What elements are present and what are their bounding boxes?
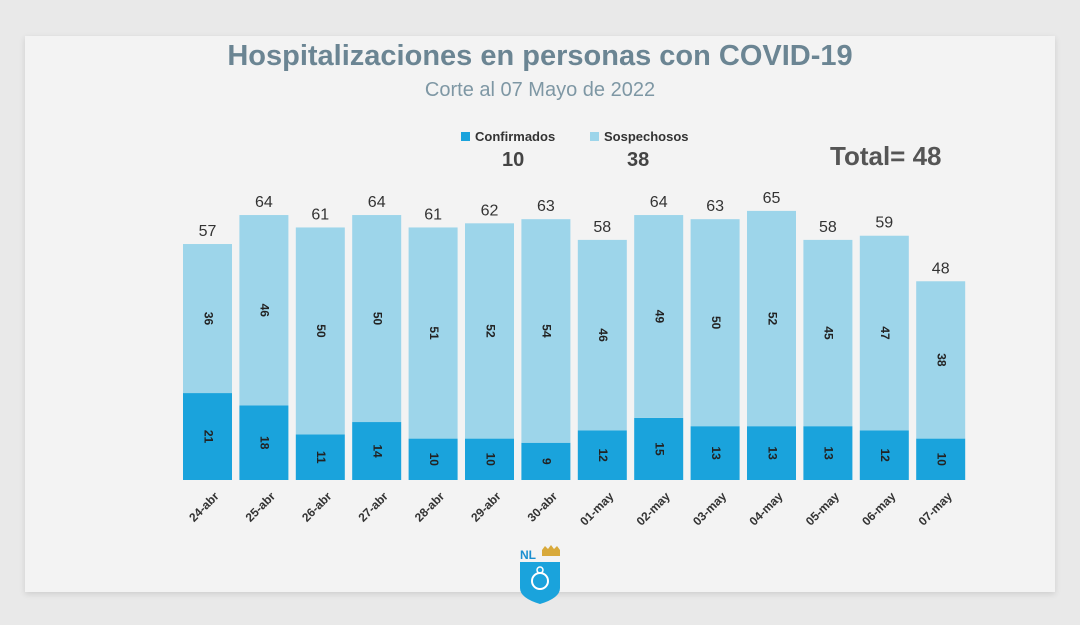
total-label: 64	[255, 194, 273, 211]
data-label: 52	[765, 312, 779, 326]
data-label: 36	[201, 312, 215, 326]
bar-confirmados	[183, 393, 232, 480]
data-label: 13	[822, 446, 836, 460]
bar-sospechosos	[239, 215, 289, 406]
total-label: 64	[650, 194, 668, 211]
bar-sospechosos	[747, 210, 796, 427]
total-label: 62	[481, 202, 499, 219]
data-label: 51	[427, 326, 441, 340]
x-tick-label: 25-abr	[243, 489, 279, 525]
bar-confirmados	[352, 422, 402, 480]
x-tick-label: 30-abr	[525, 489, 561, 525]
svg-text:NL: NL	[520, 548, 536, 562]
bar-sospechosos	[352, 215, 402, 423]
bar-confirmados	[521, 442, 571, 480]
x-tick-label: 27-abr	[355, 489, 391, 525]
data-label: 21	[201, 430, 215, 444]
bar-sospechosos	[183, 244, 232, 394]
data-label: 14	[371, 444, 385, 458]
x-tick-label: 02-may	[634, 489, 673, 528]
x-tick-label: 03-may	[690, 489, 729, 528]
total-label: 48	[932, 260, 950, 277]
bar-sospechosos	[521, 219, 571, 443]
nuevo-leon-logo-icon: NL	[520, 545, 560, 604]
x-tick-label: 29-abr	[468, 489, 504, 525]
data-label: 13	[709, 446, 723, 460]
legend-sospechosos: Sospechosos	[590, 129, 689, 144]
legend-label: Confirmados	[475, 129, 556, 144]
total-label: 59	[875, 215, 893, 232]
total-label: 63	[706, 198, 724, 215]
bar-confirmados	[408, 438, 458, 480]
bar-sospechosos	[690, 219, 740, 427]
data-label: 9	[540, 458, 554, 465]
data-label: 38	[935, 353, 949, 367]
bar-sospechosos	[916, 281, 966, 439]
total-label: 61	[311, 206, 329, 223]
chart-subtitle: Corte al 07 Mayo de 2022	[424, 79, 656, 101]
data-label: 49	[653, 310, 667, 324]
bar-confirmados	[916, 438, 966, 480]
bar-confirmados	[239, 405, 289, 480]
data-label: 54	[540, 324, 554, 338]
legend-confirmados: Confirmados	[461, 129, 555, 144]
legend-swatch-icon	[590, 132, 599, 141]
bar-confirmados	[577, 430, 627, 480]
total-label: Total= 48	[830, 141, 942, 171]
bar-sospechosos	[634, 215, 684, 418]
bar-sospechosos	[295, 227, 345, 435]
sospechosos-value: 38	[627, 149, 650, 171]
data-label: 46	[258, 304, 272, 318]
data-label: 11	[314, 451, 328, 464]
bar-confirmados	[803, 426, 853, 480]
total-label: 64	[368, 194, 386, 211]
total-label: 57	[199, 223, 217, 240]
x-tick-label: 26-abr	[299, 489, 335, 525]
data-label: 45	[822, 326, 836, 340]
data-label: 10	[935, 453, 949, 467]
total-label: 61	[424, 206, 442, 223]
data-label: 50	[709, 316, 723, 330]
data-label: 15	[653, 442, 667, 456]
legend-label: Sospechosos	[604, 129, 689, 144]
bar-sospechosos	[577, 239, 627, 431]
total-label: 58	[819, 219, 837, 236]
x-tick-label: 05-may	[803, 489, 842, 528]
bar-confirmados	[465, 438, 514, 480]
chart-title: Hospitalizaciones en personas con COVID-…	[227, 40, 853, 72]
bar-sospechosos	[859, 235, 909, 431]
data-label: 10	[483, 453, 497, 467]
x-tick-label: 07-may	[916, 489, 955, 528]
bar-confirmados	[747, 426, 796, 480]
bar-sospechosos	[465, 223, 514, 439]
x-tick-label: 01-may	[577, 489, 616, 528]
data-label: 46	[596, 328, 610, 342]
x-tick-label: 04-may	[746, 489, 785, 528]
data-label: 50	[314, 324, 328, 338]
data-label: 18	[258, 436, 272, 450]
total-label: 58	[593, 219, 611, 236]
data-label: 13	[765, 446, 779, 460]
legend-swatch-icon	[461, 132, 470, 141]
bar-confirmados	[859, 430, 909, 480]
data-label: 47	[878, 326, 892, 340]
bar-confirmados	[634, 417, 684, 480]
bar-confirmados	[295, 434, 345, 480]
total-label: 63	[537, 198, 555, 215]
bar-sospechosos	[408, 227, 458, 439]
bar-sospechosos	[803, 239, 853, 427]
data-label: 10	[427, 453, 441, 467]
x-tick-label: 28-abr	[412, 489, 448, 525]
data-label: 50	[371, 312, 385, 326]
x-tick-label: 06-may	[859, 489, 898, 528]
data-label: 12	[596, 448, 610, 462]
bar-confirmados	[690, 426, 740, 480]
total-label: 65	[763, 190, 781, 207]
data-label: 52	[483, 324, 497, 338]
x-tick-label: 24-abr	[186, 489, 222, 525]
data-label: 12	[878, 448, 892, 462]
confirmados-value: 10	[502, 149, 525, 171]
